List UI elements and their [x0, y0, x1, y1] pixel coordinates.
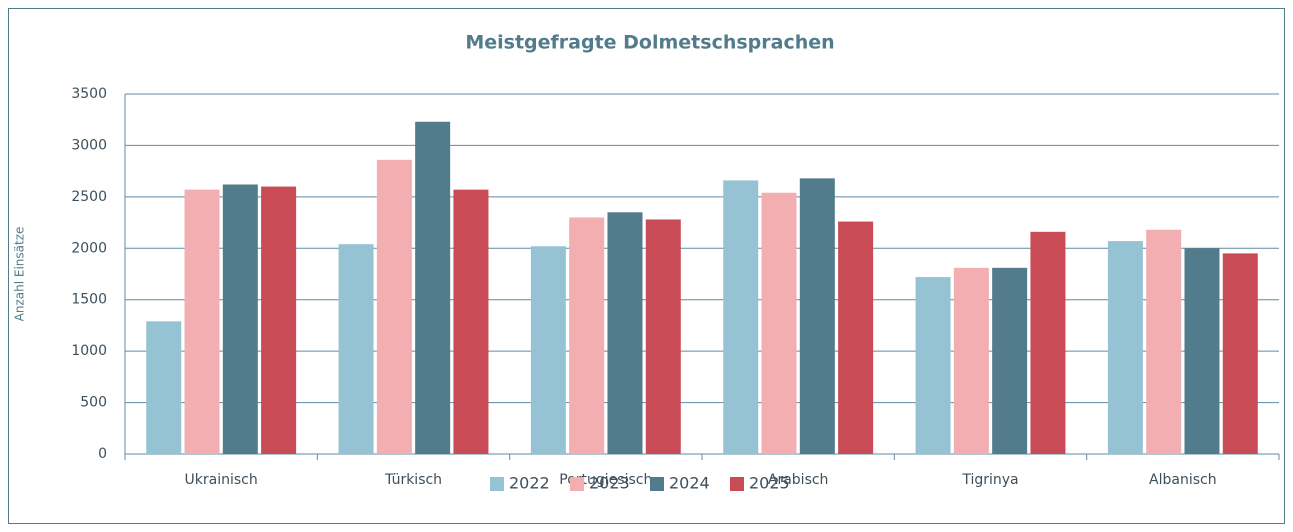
y-tick-label: 1500 — [71, 292, 107, 308]
legend-swatch — [490, 477, 504, 491]
y-tick-label: 3500 — [71, 86, 107, 102]
bar — [953, 267, 989, 454]
bar — [569, 217, 605, 454]
bar — [1184, 248, 1220, 454]
bar — [799, 178, 835, 455]
bar — [1030, 231, 1066, 454]
chart-title: Meistgefragte Dolmetschsprachen — [465, 32, 834, 54]
bar — [645, 219, 681, 454]
x-tick-label: Ukrainisch — [185, 472, 258, 488]
bar — [146, 321, 182, 454]
bar — [838, 221, 874, 454]
y-tick-label: 3000 — [71, 137, 107, 153]
bar — [261, 186, 297, 455]
bar — [1107, 241, 1143, 454]
x-tick-label: Tigrinya — [961, 472, 1018, 488]
x-tick-label: Arabisch — [768, 472, 829, 488]
bar — [607, 212, 643, 454]
bar — [992, 267, 1028, 454]
x-tick-label: Albanisch — [1149, 472, 1217, 488]
bar — [415, 121, 451, 455]
legend-swatch — [650, 477, 664, 491]
bar — [915, 277, 951, 454]
y-tick-label: 0 — [98, 446, 107, 462]
legend-label: 2024 — [669, 474, 710, 493]
legend-label: 2023 — [589, 474, 630, 493]
bar — [723, 180, 759, 454]
bar — [376, 159, 412, 455]
legend-label: 2022 — [509, 474, 550, 493]
legend-label: 2025 — [749, 474, 790, 493]
y-axis-label: Anzahl Einsätze — [13, 227, 27, 322]
x-tick-label: Türkisch — [384, 472, 442, 488]
bar — [222, 184, 258, 454]
bar — [184, 189, 220, 454]
bar — [338, 244, 374, 454]
y-tick-label: 2500 — [71, 189, 107, 205]
y-tick-label: 500 — [80, 395, 107, 411]
y-tick-label: 1000 — [71, 343, 107, 359]
bar — [1146, 229, 1182, 454]
bar — [1222, 253, 1258, 454]
bar — [453, 189, 489, 454]
bar — [761, 192, 797, 454]
legend-swatch — [730, 477, 744, 491]
bar — [530, 246, 566, 454]
y-tick-label: 2000 — [71, 240, 107, 256]
legend-swatch — [570, 477, 584, 491]
